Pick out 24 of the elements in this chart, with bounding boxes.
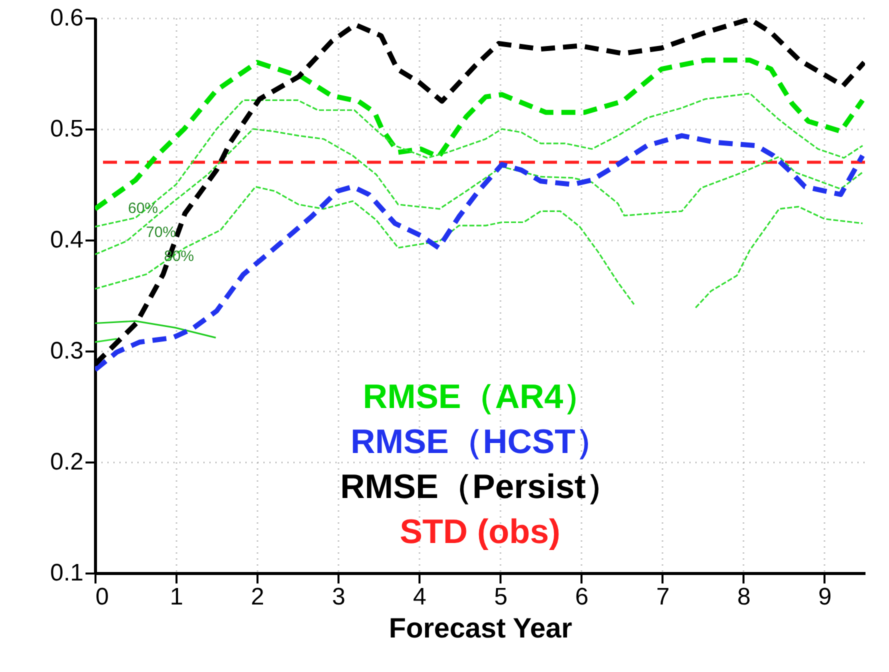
ref-line-label: STD (obs): [400, 513, 560, 551]
y-tick-label: 0.2: [50, 448, 84, 476]
y-tick-label: 0.3: [50, 338, 84, 364]
y-tick-label: 0.4: [50, 226, 84, 254]
x-tick-label: 6: [575, 584, 588, 610]
x-tick-label: 1: [170, 584, 184, 610]
x-axis-title: Forecast Year: [388, 612, 572, 644]
y-tick-label: 0.1: [50, 560, 84, 586]
x-tick-label: 0: [96, 584, 109, 610]
y-tick-label: 0.6: [50, 4, 84, 32]
line-series: [95, 320, 217, 338]
x-tick-label: 7: [656, 584, 670, 610]
line-series: [95, 92, 864, 228]
x-tick-label: 5: [494, 584, 508, 610]
annotation: 70%: [146, 224, 176, 241]
y-tick-label: 0.5: [50, 116, 84, 142]
text: RMSE（HCST）: [350, 423, 610, 461]
text: RMSE（Persist）: [340, 468, 620, 506]
x-tick-label: 3: [332, 584, 346, 610]
text: RMSE（AR4）: [362, 378, 598, 416]
x-tick-label: 9: [818, 584, 832, 610]
x-tick-label: 8: [737, 584, 751, 610]
x-tick-label: 4: [413, 584, 426, 610]
x-tick-label: 2: [250, 584, 264, 610]
